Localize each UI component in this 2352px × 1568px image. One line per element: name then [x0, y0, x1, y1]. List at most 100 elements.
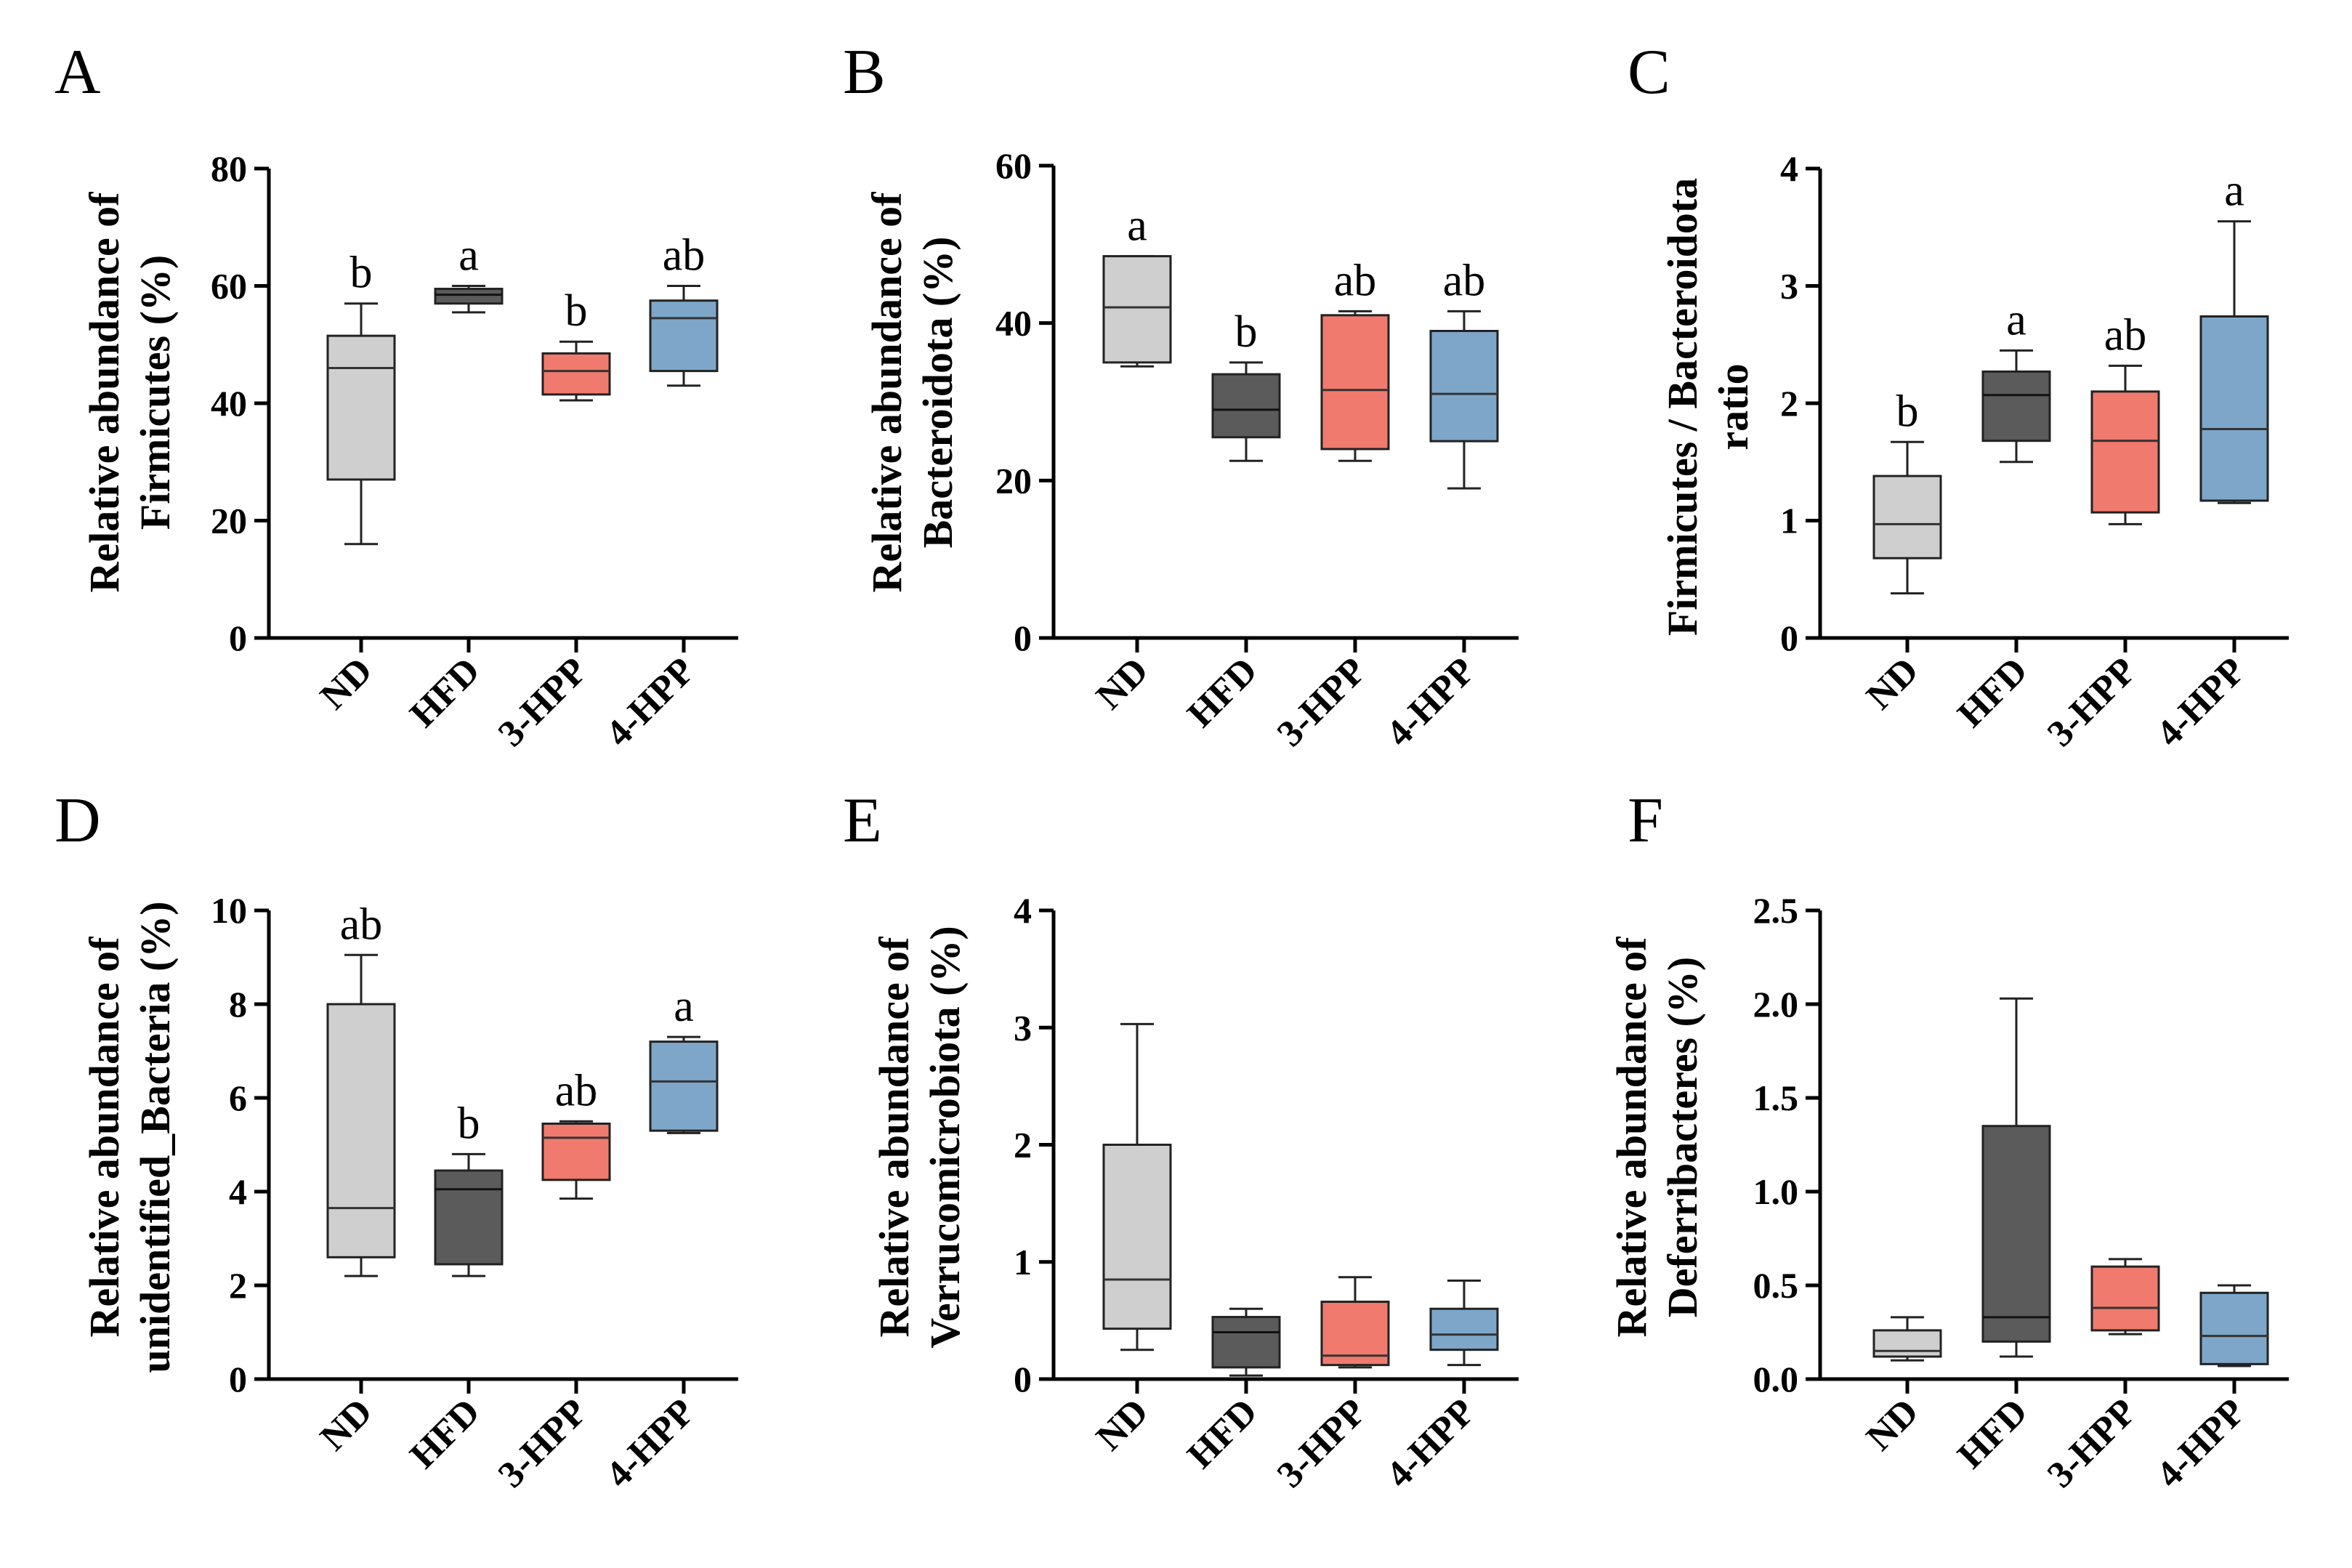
y-tick-label-b-1: 20 [995, 460, 1032, 501]
panel-letter-f: F [1628, 785, 1663, 856]
y-tick-label-d-2: 4 [229, 1171, 247, 1212]
category-label-d-1: HFD [403, 1391, 488, 1476]
significance-letter-d-1: b [458, 1099, 480, 1148]
y-axis-title-line2-d: unidentified_Bacteria (%) [132, 901, 179, 1373]
significance-letter-c-3: a [2224, 166, 2244, 216]
y-axis-title-line1-e: Relative abundance of [870, 937, 918, 1338]
panel-e: E Relative abundance of Verrucomicrobiot… [843, 785, 1519, 1496]
y-axis-title-line2-e: Verrucomicrobiota (%) [921, 926, 969, 1348]
y-tick-label-a-4: 80 [211, 148, 247, 189]
significance-letter-a-3: ab [663, 231, 706, 280]
panel-letter-c: C [1628, 37, 1670, 108]
y-axis-title-line1-f: Relative abundance of [1608, 937, 1655, 1338]
y-tick-label-a-0: 0 [229, 618, 247, 658]
y-tick-label-e-4: 4 [1014, 890, 1032, 931]
y-tick-label-b-2: 40 [995, 303, 1032, 344]
significance-letter-c-2: ab [2104, 310, 2147, 360]
significance-letter-a-0: b [350, 248, 373, 298]
box-a-2 [541, 352, 611, 396]
box-f-3 [2199, 1291, 2269, 1365]
significance-letter-d-2: ab [555, 1066, 598, 1115]
significance-letter-b-0: a [1127, 201, 1147, 251]
category-label-f-3: 4-HPP [2149, 1391, 2253, 1495]
box-e-2 [1320, 1301, 1390, 1367]
box-a-3 [649, 299, 719, 373]
box-d-3 [649, 1040, 719, 1132]
significance-letter-d-3: a [674, 982, 694, 1031]
y-tick-label-e-0: 0 [1014, 1359, 1032, 1399]
category-label-e-0: ND [1088, 1391, 1156, 1458]
box-c-0 [1872, 474, 1942, 559]
box-e-0 [1102, 1144, 1172, 1330]
box-e-1 [1211, 1316, 1281, 1369]
panel-d: D Relative abundance of unidentified_Bac… [54, 785, 738, 1496]
box-b-0 [1102, 255, 1172, 364]
panel-letter-b: B [843, 37, 886, 108]
significance-letter-c-1: a [2006, 295, 2026, 344]
box-f-1 [1981, 1125, 2051, 1343]
category-label-c-2: 3-HPP [2040, 650, 2144, 754]
category-label-b-1: HFD [1180, 650, 1266, 735]
y-tick-label-a-1: 20 [211, 501, 247, 541]
y-tick-label-d-0: 0 [229, 1359, 247, 1399]
y-tick-label-c-2: 2 [1780, 383, 1798, 424]
significance-letter-a-2: b [565, 286, 588, 336]
y-tick-label-a-3: 60 [211, 266, 247, 307]
box-f-2 [2090, 1265, 2160, 1332]
y-tick-label-d-5: 10 [211, 890, 247, 931]
significance-letter-b-3: ab [1443, 256, 1486, 305]
y-axis-title-line1-c: Firmicutes / Bacteroidota [1659, 178, 1706, 636]
y-tick-label-c-0: 0 [1780, 618, 1798, 658]
y-tick-label-b-3: 60 [995, 145, 1032, 186]
significance-letter-d-0: ab [340, 900, 383, 949]
box-a-0 [326, 334, 396, 481]
y-axis-title-line2-b: Bacteroidota (%) [914, 237, 961, 549]
box-f-0 [1872, 1329, 1942, 1358]
panel-letter-e: E [843, 785, 882, 856]
y-tick-label-c-3: 3 [1780, 266, 1798, 307]
category-label-e-3: 4-HPP [1378, 1391, 1483, 1495]
category-label-c-0: ND [1859, 650, 1926, 717]
y-tick-label-f-4: 2.0 [1753, 984, 1799, 1025]
y-tick-label-f-1: 0.5 [1753, 1265, 1799, 1306]
category-label-d-2: 3-HPP [490, 1391, 595, 1495]
y-axis-title-line1-b: Relative abundance of [863, 192, 910, 593]
y-tick-label-e-3: 3 [1014, 1007, 1032, 1048]
significance-letter-a-1: a [458, 231, 479, 280]
box-d-2 [541, 1122, 611, 1181]
box-e-3 [1429, 1307, 1499, 1351]
y-tick-label-d-4: 8 [229, 984, 247, 1025]
y-axis-title-line2-f: Deferribacteres (%) [1659, 957, 1706, 1317]
significance-letter-c-0: b [1896, 387, 1919, 436]
y-tick-label-a-2: 40 [211, 383, 247, 424]
y-tick-label-e-2: 2 [1014, 1125, 1032, 1165]
category-label-b-3: 4-HPP [1378, 650, 1483, 754]
y-tick-label-b-0: 0 [1014, 618, 1032, 658]
box-b-1 [1211, 373, 1281, 439]
panel-c: C Firmicutes / Bacteroidota ratio 0 1 2 3 4 N… [1628, 37, 2289, 755]
box-c-3 [2199, 315, 2269, 502]
y-axis-title-line2-a: Firmicutes (%) [132, 255, 179, 530]
panel-b: B Relative abundance of Bacteroidota (%)… [843, 37, 1519, 755]
y-tick-label-c-4: 4 [1780, 148, 1798, 189]
category-label-b-0: ND [1088, 650, 1156, 717]
category-label-d-0: ND [312, 1391, 380, 1458]
category-label-a-1: HFD [403, 650, 488, 735]
y-tick-label-e-1: 1 [1014, 1242, 1032, 1282]
y-tick-label-f-2: 1.0 [1753, 1171, 1799, 1212]
significance-letter-b-2: ab [1334, 256, 1377, 305]
y-tick-label-f-3: 1.5 [1753, 1078, 1799, 1118]
significance-letter-b-1: b [1235, 307, 1258, 357]
panel-letter-d: D [54, 785, 101, 856]
category-label-d-3: 4-HPP [598, 1391, 703, 1495]
panel-letter-a: A [54, 37, 101, 108]
box-d-0 [326, 1003, 396, 1258]
y-tick-label-f-0: 0.0 [1753, 1359, 1799, 1399]
category-label-a-3: 4-HPP [598, 650, 703, 754]
y-axis-title-line2-c: ratio [1710, 363, 1757, 450]
category-label-e-2: 3-HPP [1269, 1391, 1374, 1495]
y-tick-label-d-1: 2 [229, 1265, 247, 1306]
box-b-2 [1320, 314, 1390, 450]
category-label-f-2: 3-HPP [2040, 1391, 2144, 1495]
box-a-1 [434, 288, 504, 305]
